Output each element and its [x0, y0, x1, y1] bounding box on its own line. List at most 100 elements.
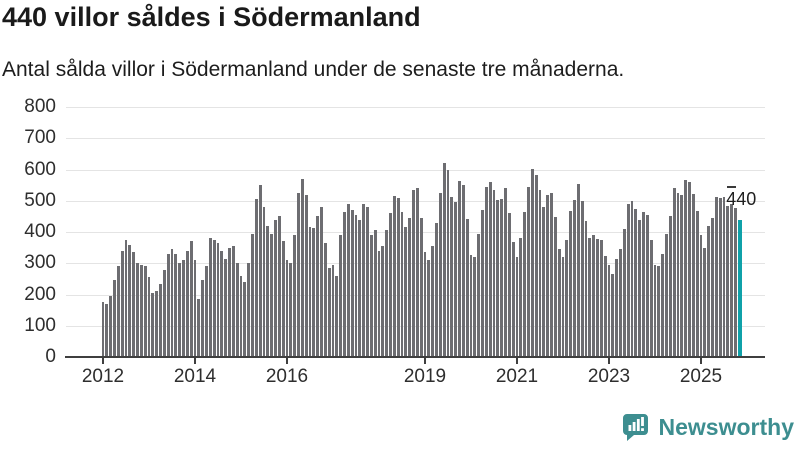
bar [634, 208, 638, 357]
bar [504, 187, 507, 357]
bar [645, 214, 649, 357]
bar [515, 256, 519, 357]
x-axis-tick [285, 358, 288, 364]
x-axis-tick-label: 2025 [679, 366, 723, 387]
bar [603, 256, 607, 357]
bar [446, 170, 450, 357]
bar [519, 237, 523, 357]
x-axis-line [65, 356, 765, 358]
y-gridline [66, 107, 765, 108]
bar [358, 219, 362, 357]
y-gridline [66, 232, 765, 233]
y-gridline [66, 200, 765, 202]
bar [346, 203, 350, 357]
bar [162, 269, 166, 357]
bar [469, 255, 473, 357]
bar [707, 225, 711, 357]
bar [507, 212, 511, 357]
bar [465, 218, 469, 357]
bar [557, 248, 561, 357]
bar [680, 195, 684, 357]
bar [170, 249, 174, 357]
x-axis-tick-label: 2021 [495, 366, 539, 387]
bar [676, 192, 680, 357]
bar [128, 244, 132, 357]
x-axis-tick [515, 358, 518, 364]
bar [576, 183, 580, 357]
bar [323, 242, 327, 357]
y-axis-tick-label: 300 [24, 252, 56, 274]
bar [285, 260, 289, 357]
bar [320, 207, 323, 357]
chart-title: 440 villor såldes i Södermanland [2, 2, 421, 32]
bar [688, 181, 691, 357]
bar [208, 238, 212, 357]
bar [638, 219, 642, 357]
bar [619, 249, 622, 357]
bar [235, 263, 239, 357]
y-axis-tick-label: 100 [24, 314, 56, 336]
y-gridline [66, 169, 765, 171]
bar [354, 214, 358, 357]
bar [385, 230, 389, 357]
y-axis-tick-label: 0 [45, 346, 56, 367]
bar [438, 192, 442, 357]
bar [569, 211, 573, 357]
bar [224, 258, 228, 357]
bar [143, 266, 147, 357]
y-axis-tick-label: 200 [24, 283, 56, 305]
bar [450, 196, 454, 357]
bar [404, 227, 408, 357]
bar [427, 260, 431, 357]
bar [523, 211, 527, 357]
bar [649, 239, 653, 357]
y-axis-tick-label: 400 [24, 221, 56, 242]
bar [691, 193, 695, 357]
bar [477, 233, 481, 357]
bar [105, 303, 109, 357]
bar [458, 180, 461, 357]
bar [550, 192, 553, 357]
newsworthy-branding: Newsworthy [620, 412, 794, 443]
bar [270, 233, 274, 357]
bar [350, 210, 354, 357]
bar [484, 187, 488, 357]
bar [362, 203, 366, 357]
bar [262, 207, 266, 357]
bar [542, 206, 546, 357]
bar [419, 217, 423, 357]
bar [132, 252, 136, 357]
bar [205, 266, 208, 357]
bar [592, 235, 596, 357]
highlighted-bar [737, 219, 742, 357]
bar [339, 235, 343, 357]
bar [668, 216, 672, 357]
bar [216, 242, 220, 357]
bar [151, 292, 155, 357]
bar [538, 190, 542, 357]
bar [642, 211, 645, 357]
bar [277, 216, 281, 357]
y-gridline [66, 325, 765, 327]
y-gridline [66, 138, 765, 140]
bar [442, 163, 446, 357]
bar [251, 233, 254, 357]
bar [304, 194, 308, 357]
bar [197, 299, 201, 357]
bar [159, 283, 162, 357]
bar [734, 208, 737, 357]
bar [546, 195, 550, 357]
bar [730, 203, 734, 357]
y-axis-tick-label: 600 [24, 158, 56, 180]
bar [178, 263, 182, 357]
bar [243, 282, 247, 357]
x-axis-tick-label: 2023 [587, 366, 631, 387]
bar [136, 263, 139, 357]
bar [622, 228, 626, 357]
bar [415, 188, 419, 357]
bar [166, 253, 170, 357]
bar [297, 192, 300, 357]
bar [714, 196, 718, 357]
